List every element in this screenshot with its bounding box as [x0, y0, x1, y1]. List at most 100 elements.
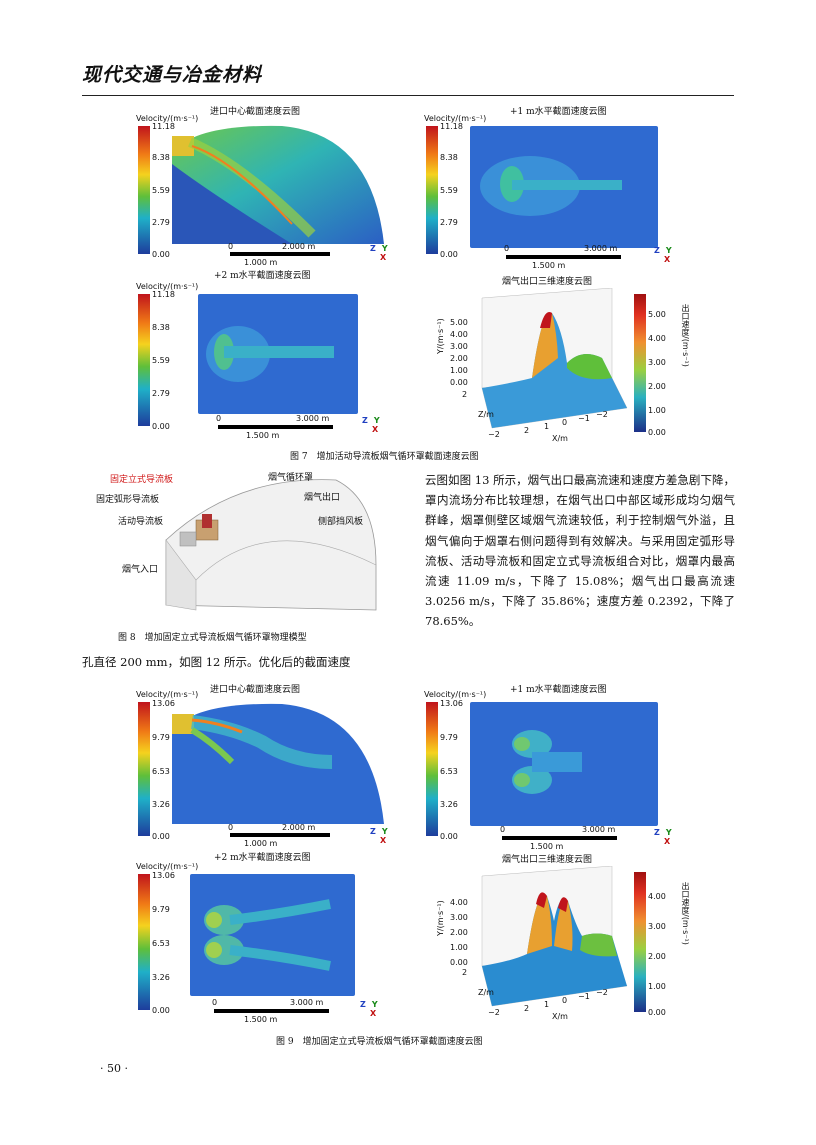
scale-zero: 0 — [228, 823, 234, 832]
y-tick: 3.00 — [450, 913, 468, 922]
fig9-panel-plus1m: Velocity/(m·s⁻¹) +1 m水平截面速度云图 13.06 9.79… — [422, 682, 692, 857]
colorbar-tick: 6.53 — [152, 767, 170, 776]
y-tick: 4.00 — [450, 330, 468, 339]
colorbar-tick: 13.06 — [440, 699, 463, 708]
colorbar-tick: 9.79 — [152, 905, 170, 914]
body-paragraph: 孔直径 200 mm，如图 12 所示。优化后的截面速度 — [82, 655, 351, 669]
scale-label: 3.000 m — [584, 244, 618, 253]
page-number: · 50 · — [100, 1062, 128, 1075]
y-tick: 2.00 — [450, 928, 468, 937]
fig7-panel-plus1m: Velocity/(m·s⁻¹) +1 m水平截面速度云图 11.18 8.38… — [422, 104, 692, 274]
colorbar-tick: 2.79 — [152, 218, 170, 227]
colorbar-tick: 5.59 — [152, 356, 170, 365]
scale-label: 1.000 m — [244, 839, 278, 848]
scale-bar — [214, 1009, 329, 1013]
axis-x: X — [370, 1009, 377, 1018]
axis-y: Y — [381, 244, 388, 253]
colorbar-tick: 9.79 — [152, 733, 170, 742]
label-inlet: 烟气入口 — [122, 565, 159, 575]
scale-label: 1.500 m — [244, 1015, 278, 1024]
x-tick: −2 — [596, 988, 608, 997]
colorbar — [426, 702, 438, 836]
scale-zero: 0 — [212, 998, 218, 1007]
colorbar-tick: 5.59 — [440, 186, 458, 195]
velocity-contour — [470, 702, 658, 826]
body-paragraph: 云图如图 13 所示，烟气出口最高流速和速度方差急剧下降，罩内流场分布比较理想，… — [425, 473, 735, 629]
axis-x: X — [380, 253, 387, 262]
colorbar-tick: 3.26 — [152, 973, 170, 982]
colorbar — [634, 294, 646, 432]
colorbar-tick: 6.53 — [152, 939, 170, 948]
colorbar-label: 出口速度/(m·s⁻¹) — [681, 882, 690, 945]
colorbar-tick: 5.00 — [648, 310, 666, 319]
axis-z: Z — [360, 1000, 366, 1009]
colorbar-tick: 0.00 — [440, 250, 458, 259]
scale-label: 3.000 m — [290, 998, 324, 1007]
z-axis-label: Z/m — [478, 988, 494, 997]
velocity-contour — [470, 126, 658, 248]
y-tick: 5.00 — [450, 318, 468, 327]
scale-label: 3.000 m — [296, 414, 330, 423]
colorbar-tick: 0.00 — [440, 832, 458, 841]
x-tick: 0 — [562, 418, 568, 427]
label-hood: 烟气循环罩 — [268, 473, 314, 483]
fig9-panel-outlet-3d: 烟气出口三维速度云图 Y/(m·s⁻¹) 4.00 3.00 2.00 1.00… — [422, 852, 692, 1024]
colorbar-tick: 0.00 — [152, 1006, 170, 1015]
x-tick: 0 — [562, 996, 568, 1005]
colorbar-tick: 2.00 — [648, 382, 666, 391]
colorbar-tick: 0.00 — [648, 1008, 666, 1017]
colorbar-title: Velocity/(m·s⁻¹) — [136, 114, 199, 123]
x-tick: 1 — [544, 1000, 550, 1009]
y-tick: 3.00 — [450, 342, 468, 351]
y-tick: 4.00 — [450, 898, 468, 907]
fig8-model-diagram: 固定立式导流板 固定弧形导流板 活动导流板 烟气入口 烟气循环罩 烟气出口 侧部… — [96, 470, 396, 620]
colorbar-tick: 2.79 — [440, 218, 458, 227]
colorbar — [426, 126, 438, 254]
surface-3d — [481, 288, 628, 429]
colorbar — [138, 874, 150, 1010]
scale-bar — [230, 252, 330, 256]
panel-title: 烟气出口三维速度云图 — [502, 855, 593, 865]
panel-title: +1 m水平截面速度云图 — [510, 107, 607, 117]
colorbar-title: Velocity/(m·s⁻¹) — [136, 862, 199, 871]
y-tick: 2.00 — [450, 354, 468, 363]
surface-3d — [481, 866, 628, 1007]
colorbar-tick: 8.38 — [152, 153, 170, 162]
z-tick: 2 — [462, 968, 468, 977]
axis-x: X — [372, 425, 379, 434]
header-rule — [82, 95, 734, 96]
velocity-contour — [172, 125, 384, 244]
panel-title: 进口中心截面速度云图 — [210, 685, 301, 695]
z-tick: 2 — [462, 390, 468, 399]
scale-label: 3.000 m — [582, 825, 616, 834]
scale-bar — [506, 255, 621, 259]
colorbar-tick: 11.18 — [152, 122, 175, 131]
colorbar-tick: 4.00 — [648, 334, 666, 343]
scale-label: 1.500 m — [246, 431, 280, 440]
hood-model — [165, 479, 377, 611]
colorbar-tick: 11.18 — [440, 122, 463, 131]
panel-title: 烟气出口三维速度云图 — [502, 277, 593, 287]
colorbar-tick: 0.00 — [152, 422, 170, 431]
colorbar-tick: 11.18 — [152, 290, 175, 299]
y-axis-label: Y/(m·s⁻¹) — [436, 900, 445, 936]
colorbar-tick: 6.53 — [440, 767, 458, 776]
label-side-wind-board: 侧部挡风板 — [318, 517, 364, 527]
x-tick: −1 — [578, 414, 590, 423]
colorbar-tick: 8.38 — [440, 153, 458, 162]
axis-x: X — [664, 255, 671, 264]
figure-caption: 图 7 增加活动导流板烟气循环罩截面速度云图 — [290, 452, 479, 462]
label-outlet: 烟气出口 — [304, 493, 341, 503]
axis-z: Z — [370, 827, 376, 836]
colorbar-title: Velocity/(m·s⁻¹) — [136, 282, 199, 291]
colorbar — [138, 126, 150, 254]
x-axis-label: X/m — [552, 434, 568, 443]
axis-x: X — [380, 836, 387, 845]
scale-label: 2.000 m — [282, 823, 316, 832]
colorbar-tick: 3.00 — [648, 922, 666, 931]
x-tick: 2 — [524, 1004, 530, 1013]
